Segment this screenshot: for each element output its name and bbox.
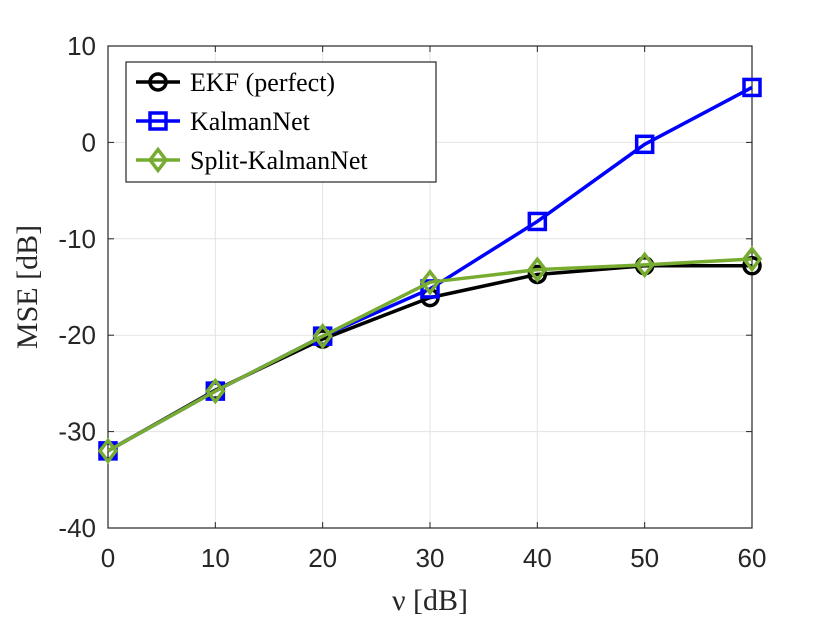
y-tick-label: 10 xyxy=(67,31,96,61)
legend-marker-square xyxy=(148,111,168,131)
data-point-diamond xyxy=(419,268,441,296)
y-tick-label: -20 xyxy=(58,320,96,350)
x-tick-label: 0 xyxy=(101,543,115,573)
legend-label: Split-KalmanNet xyxy=(190,146,368,175)
y-tick-label: -40 xyxy=(58,513,96,543)
legend-label: KalmanNet xyxy=(190,107,311,136)
data-point-diamond xyxy=(741,245,763,273)
x-tick-label: 20 xyxy=(308,543,337,573)
legend-label: EKF (perfect) xyxy=(190,68,335,97)
x-tick-label: 40 xyxy=(523,543,552,573)
y-tick-label: 0 xyxy=(82,127,96,157)
x-tick-label: 10 xyxy=(201,543,230,573)
legend: EKF (perfect) KalmanNet Split-KalmanNet xyxy=(125,61,437,183)
plot-frame xyxy=(107,45,753,529)
series-split-kalmannet xyxy=(97,245,763,465)
data-point-diamond xyxy=(312,322,333,350)
y-axis-label: MSE [dB] xyxy=(11,225,44,349)
y-tick-label: -10 xyxy=(58,224,96,254)
data-series xyxy=(97,77,763,465)
data-point-diamond xyxy=(97,437,119,465)
axes xyxy=(107,45,753,529)
data-point-square xyxy=(742,77,762,98)
legend-marker-circle xyxy=(148,72,168,92)
x-tick-label: 60 xyxy=(738,543,767,573)
data-point-diamond xyxy=(527,256,548,283)
x-axis-label: ν [dB] xyxy=(392,584,468,617)
data-point-circle xyxy=(742,256,762,276)
data-point-square xyxy=(527,211,548,232)
y-tick-label: -30 xyxy=(58,417,96,447)
tick-labels: 0 10 20 30 40 50 60 10 0 -10 -20 -30 -40 xyxy=(58,31,766,573)
x-tick-label: 50 xyxy=(630,543,659,573)
data-point-square xyxy=(634,134,655,155)
series-line xyxy=(107,257,753,453)
data-point-diamond xyxy=(634,251,655,279)
x-tick-label: 30 xyxy=(416,543,445,573)
data-point-diamond xyxy=(205,377,226,405)
legend-marker-diamond xyxy=(147,146,169,174)
